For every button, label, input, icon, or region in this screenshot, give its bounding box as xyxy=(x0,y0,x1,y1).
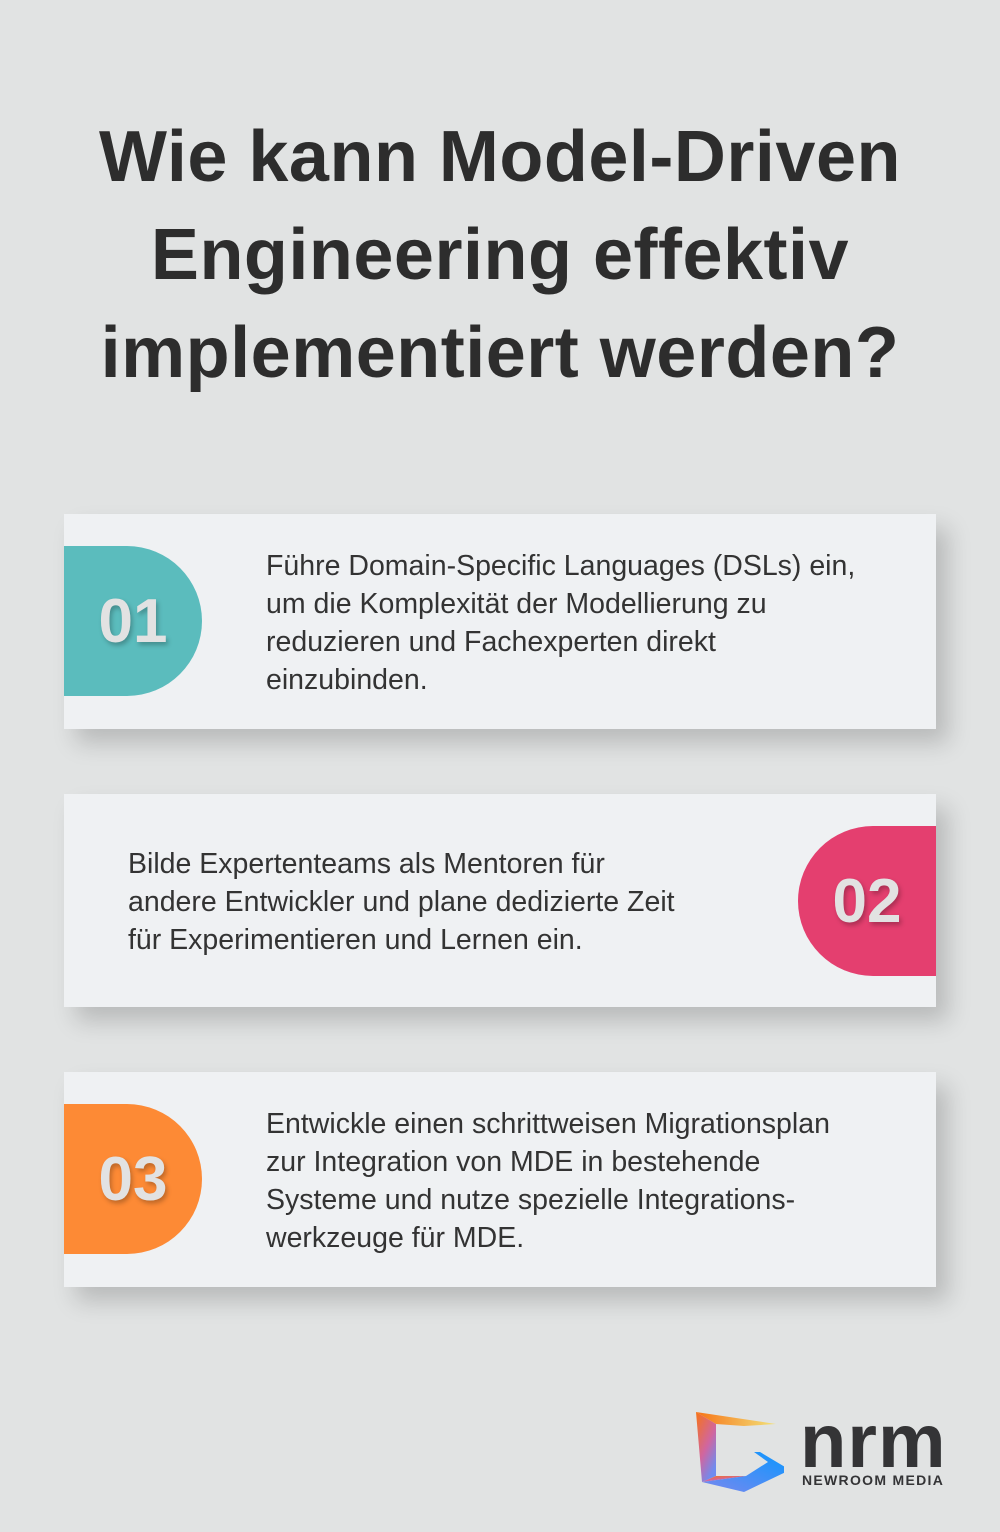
step-text: Entwickle einen schrittweisen Migrations… xyxy=(266,1105,830,1257)
text-line: Bilde Expertenteams als Mentoren für xyxy=(128,848,605,880)
page-title: Wie kann Model-Driven Engineering effekt… xyxy=(0,108,1000,402)
step-number-badge: 01 xyxy=(64,546,202,696)
logo-wordmark: nrm xyxy=(800,1399,947,1484)
step-number-badge: 02 xyxy=(798,826,936,976)
step-card-3: 03 Entwickle einen schrittweisen Migrati… xyxy=(64,1072,936,1287)
text-line: Entwickle einen schrittweisen Migrations… xyxy=(266,1108,830,1140)
text-line: zur Integration von MDE in bestehende xyxy=(266,1146,761,1178)
text-line: Führe Domain-Specific Languages (DSLs) e… xyxy=(266,550,856,582)
step-card-1: 01 Führe Domain-Specific Languages (DSLs… xyxy=(64,514,936,729)
title-line: implementiert werden? xyxy=(100,313,900,393)
title-line: Engineering effektiv xyxy=(150,215,850,295)
text-line: andere Entwickler und plane dedizierte Z… xyxy=(128,886,675,918)
text-line: Systeme und nutze spezielle Integrations… xyxy=(266,1184,796,1216)
title-line: Wie kann Model-Driven xyxy=(99,117,901,197)
text-line: einzubinden. xyxy=(266,664,428,696)
step-number-badge: 03 xyxy=(64,1104,202,1254)
newroom-media-logo-icon xyxy=(696,1412,784,1492)
step-card-2: 02 Bilde Expertenteams als Mentoren für … xyxy=(64,794,936,1007)
text-line: reduzieren und Fachexperten direkt xyxy=(266,626,716,658)
step-text: Führe Domain-Specific Languages (DSLs) e… xyxy=(266,547,855,699)
step-text: Bilde Expertenteams als Mentoren für and… xyxy=(128,845,675,959)
text-line: werkzeuge für MDE. xyxy=(266,1222,525,1254)
text-line: für Experimentieren und Lernen ein. xyxy=(128,924,583,956)
logo-name: NEWROOM MEDIA xyxy=(802,1472,945,1488)
text-line: um die Komplexität der Modellierung zu xyxy=(266,588,767,620)
